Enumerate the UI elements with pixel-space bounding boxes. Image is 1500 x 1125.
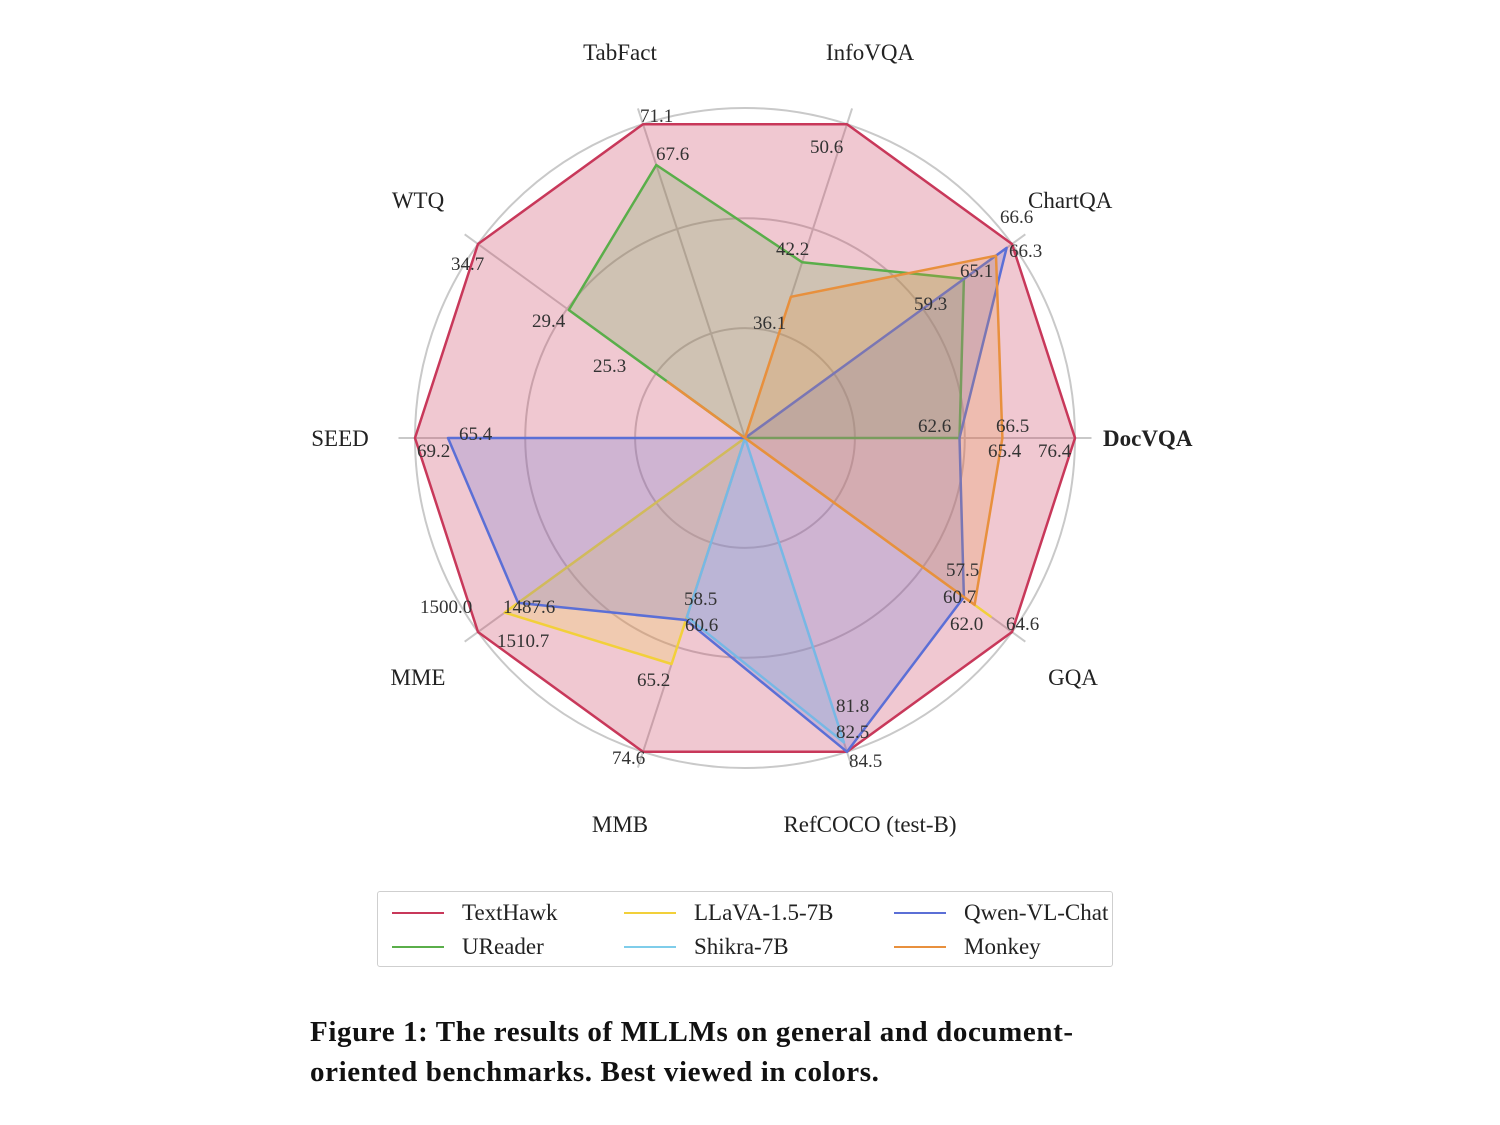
series-polygon-qwen-vl-chat	[446, 246, 1008, 754]
value-label-texthawk-6: 1500.0	[420, 597, 472, 618]
legend-swatch-shikra-7b	[624, 946, 676, 948]
value-label-texthawk-7: 74.6	[612, 748, 645, 769]
value-label-monkey-9: 60.7	[943, 587, 976, 608]
radar-series	[413, 122, 1077, 754]
figure-caption: Figure 1: The results of MLLMs on genera…	[310, 1012, 1230, 1092]
legend-item-ureader: UReader	[384, 930, 616, 964]
series-polygon-shikra-7b	[685, 436, 846, 744]
axis-label-seed: SEED	[311, 426, 369, 451]
value-label-llava-1-5-7b-6: 1510.7	[497, 631, 549, 652]
series-polygon-monkey	[666, 254, 1004, 607]
radar-labels: DocVQA ChartQA InfoVQA TabFact WTQ SEED MME MMB…	[311, 40, 1193, 837]
legend-swatch-qwen-vl-chat	[894, 912, 946, 914]
legend-item-texthawk: TextHawk	[384, 896, 616, 930]
grid-spoke-3	[636, 108, 746, 439]
value-label-texthawk-3: 71.1	[640, 106, 673, 127]
legend-label-ureader: UReader	[462, 934, 544, 959]
legend-label-llava-1-5-7b: LLaVA-1.5-7B	[694, 900, 834, 925]
value-label-qwen-vl-chat-1: 66.3	[1009, 241, 1042, 262]
legend-swatch-llava-1-5-7b	[624, 912, 676, 914]
axis-label-refcoco-test-b-: RefCOCO (test-B)	[783, 812, 956, 837]
value-label-texthawk-9: 64.6	[1006, 614, 1039, 635]
value-label-qwen-vl-chat-6: 1487.6	[503, 597, 555, 618]
legend-item-shikra-7b: Shikra-7B	[616, 930, 886, 964]
value-label-monkey-0: 66.5	[996, 416, 1029, 437]
value-label-texthawk-1: 66.6	[1000, 207, 1033, 228]
value-label-shikra-7b-7: 58.5	[684, 589, 717, 610]
axis-label-chartqa: ChartQA	[1028, 188, 1113, 213]
legend: TextHawk LLaVA-1.5-7B Qwen-VL-Chat UReader S…	[377, 891, 1113, 967]
axis-label-docvqa: DocVQA	[1103, 426, 1193, 451]
axis-label-mme: MME	[391, 665, 446, 690]
legend-item-monkey: Monkey	[886, 930, 1118, 964]
axis-label-wtq: WTQ	[392, 188, 445, 213]
value-label-monkey-2: 36.1	[753, 313, 786, 334]
radar-chart: DocVQA ChartQA InfoVQA TabFact WTQ SEED MME MMB…	[311, 40, 1193, 837]
legend-item-qwen-vl-chat: Qwen-VL-Chat	[886, 896, 1118, 930]
value-label-ureader-3: 67.6	[656, 144, 689, 165]
value-label-qwen-vl-chat-7: 60.6	[685, 615, 718, 636]
value-label-texthawk-0: 76.4	[1038, 441, 1072, 462]
caption-line-1: Figure 1: The results of MLLMs on genera…	[310, 1016, 1074, 1048]
legend-label-monkey: Monkey	[964, 934, 1041, 959]
axis-label-mmb: MMB	[592, 812, 648, 837]
value-label-shikra-7b-8: 82.5	[836, 722, 869, 743]
legend-label-qwen-vl-chat: Qwen-VL-Chat	[964, 900, 1109, 925]
value-label-texthawk-5: 69.2	[417, 441, 450, 462]
value-label-monkey-4: 25.3	[593, 356, 626, 377]
value-label-llava-1-5-7b-7: 65.2	[637, 670, 670, 691]
value-label-monkey-1: 65.1	[960, 261, 993, 282]
legend-swatch-monkey	[894, 946, 946, 948]
legend-swatch-texthawk	[392, 912, 444, 914]
value-label-qwen-vl-chat-9: 57.5	[946, 560, 979, 581]
value-label-ureader-4: 29.4	[532, 311, 566, 332]
axis-label-infovqa: InfoVQA	[826, 40, 915, 65]
value-label-texthawk-2: 50.6	[810, 137, 843, 158]
legend-label-texthawk: TextHawk	[462, 900, 558, 925]
caption-line-2: oriented benchmarks. Best viewed in colo…	[310, 1056, 880, 1088]
axis-label-gqa: GQA	[1048, 665, 1098, 690]
value-label-ureader-1: 59.3	[914, 294, 947, 315]
value-label-texthawk-4: 34.7	[451, 254, 484, 275]
legend-item-llava-1-5-7b: LLaVA-1.5-7B	[616, 896, 886, 930]
value-label-llava-1-5-7b-9: 62.0	[950, 614, 983, 635]
legend-swatch-ureader	[392, 946, 444, 948]
value-label-qwen-vl-chat-8: 81.8	[836, 696, 869, 717]
value-label-qwen-vl-chat-5: 65.4	[459, 424, 493, 445]
axis-label-tabfact: TabFact	[583, 40, 657, 65]
value-label-ureader-0: 65.4	[988, 441, 1022, 462]
value-label-texthawk-8: 84.5	[849, 751, 882, 772]
legend-label-shikra-7b: Shikra-7B	[694, 934, 789, 959]
value-label-qwen-vl-chat-0: 62.6	[918, 416, 951, 437]
value-label-ureader-2: 42.2	[776, 239, 809, 260]
